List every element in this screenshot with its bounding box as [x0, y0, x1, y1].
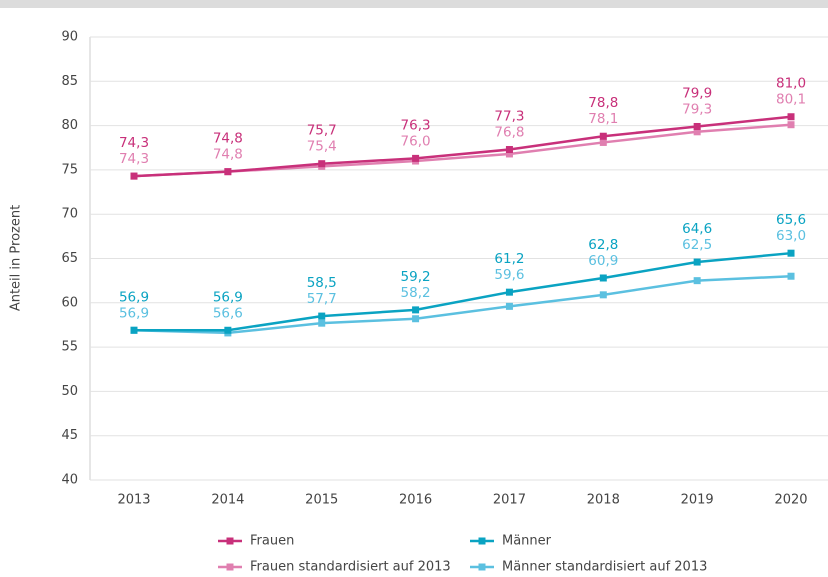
point	[599, 132, 607, 140]
point	[412, 306, 420, 314]
value-label: 80,1	[776, 92, 806, 108]
y-tick-label: 80	[61, 118, 78, 133]
legend-label: Männer standardisiert auf 2013	[502, 560, 707, 575]
point	[505, 150, 513, 158]
x-tick-label: 2020	[774, 493, 807, 508]
value-label: 75,4	[307, 139, 337, 155]
point	[412, 315, 420, 323]
x-tick-label: 2015	[305, 493, 338, 508]
value-label: 58,5	[307, 275, 337, 291]
value-label: 76,3	[401, 117, 431, 133]
point	[318, 312, 326, 320]
value-label: 78,1	[588, 111, 618, 127]
point	[130, 172, 138, 180]
x-tick-label: 2019	[681, 493, 714, 508]
value-label: 79,3	[682, 101, 712, 117]
legend-label: Frauen	[250, 534, 294, 549]
y-tick-label: 75	[61, 162, 78, 177]
point	[224, 326, 232, 334]
legend-label: Frauen standardisiert auf 2013	[250, 560, 451, 575]
x-tick-label: 2017	[493, 493, 526, 508]
value-label: 74,8	[213, 131, 243, 147]
value-label: 79,9	[682, 85, 712, 101]
value-label: 56,6	[213, 305, 243, 321]
point	[505, 288, 513, 296]
x-tick-label: 2018	[587, 493, 620, 508]
point	[599, 274, 607, 282]
y-tick-label: 55	[61, 340, 78, 355]
point	[505, 146, 513, 154]
point	[693, 258, 701, 266]
legend-marker	[478, 537, 486, 545]
point	[693, 277, 701, 285]
value-label: 76,8	[494, 125, 524, 141]
value-label: 63,0	[776, 228, 806, 244]
point	[787, 249, 795, 257]
point	[318, 319, 326, 327]
y-tick-label: 70	[61, 207, 78, 222]
value-label: 60,9	[588, 253, 618, 269]
x-tick-label: 2013	[117, 493, 150, 508]
value-label: 81,0	[776, 76, 806, 92]
point	[412, 154, 420, 162]
value-label: 74,3	[119, 151, 149, 167]
series-line	[134, 251, 792, 332]
value-label: 57,7	[307, 291, 337, 307]
value-label: 59,6	[494, 267, 524, 283]
y-tick-label: 90	[61, 30, 78, 45]
y-tick-label: 50	[61, 384, 78, 399]
series-line	[133, 115, 792, 178]
legend-marker	[226, 537, 234, 545]
point	[787, 113, 795, 121]
value-label: 62,8	[588, 237, 618, 253]
legend-marker	[226, 563, 234, 571]
value-label: 56,9	[119, 305, 149, 321]
legend-label: Männer	[502, 534, 552, 549]
x-tick-label: 2016	[399, 493, 432, 508]
point	[599, 291, 607, 299]
top-bar	[0, 0, 828, 8]
point	[505, 302, 513, 310]
value-label: 74,8	[213, 147, 243, 163]
value-label: 56,9	[213, 289, 243, 305]
point	[318, 160, 326, 168]
value-label: 74,3	[119, 135, 149, 151]
y-tick-label: 65	[61, 251, 78, 266]
point	[599, 138, 607, 146]
point	[224, 168, 232, 176]
point	[693, 122, 701, 130]
value-label: 59,2	[401, 269, 431, 285]
x-tick-label: 2014	[211, 493, 244, 508]
point	[693, 128, 701, 136]
value-label: 61,2	[494, 251, 524, 267]
y-tick-label: 85	[61, 74, 78, 89]
point	[130, 326, 138, 334]
y-tick-label: 40	[61, 473, 78, 488]
point	[787, 272, 795, 280]
value-label: 76,0	[401, 133, 431, 149]
value-label: 56,9	[119, 289, 149, 305]
value-label: 77,3	[494, 109, 524, 125]
y-tick-label: 45	[61, 428, 78, 443]
point	[787, 121, 795, 129]
value-label: 62,5	[682, 237, 712, 253]
legend-marker	[478, 563, 486, 571]
value-label: 78,8	[588, 95, 618, 111]
y-axis-label: Anteil in Prozent	[9, 205, 24, 311]
series-line	[133, 274, 792, 335]
value-label: 65,6	[776, 212, 806, 228]
y-tick-label: 60	[61, 295, 78, 310]
value-label: 75,7	[307, 123, 337, 139]
value-label: 58,2	[401, 285, 431, 301]
value-label: 64,6	[682, 221, 712, 237]
